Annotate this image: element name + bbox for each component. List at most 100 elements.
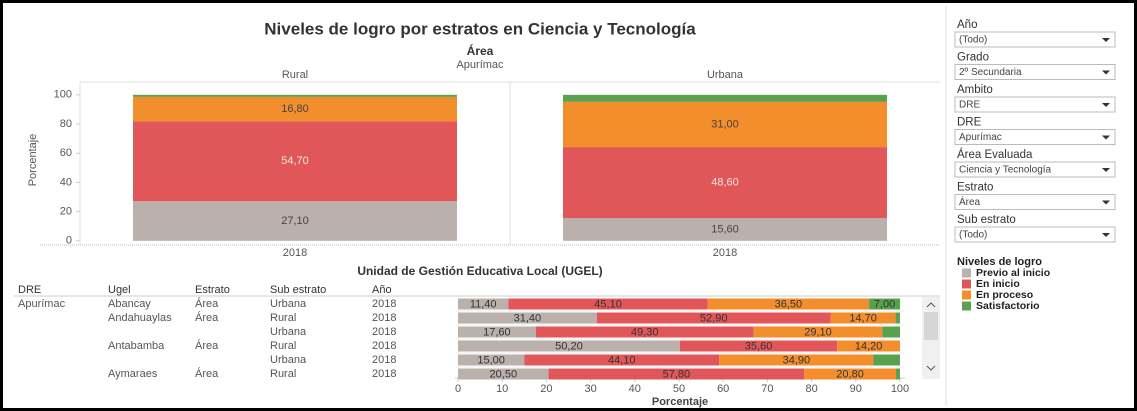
bar-segment	[133, 96, 457, 122]
y-tick-label: 40	[60, 176, 72, 188]
data-label: 27,10	[281, 215, 309, 227]
table-cell: Área	[195, 297, 219, 310]
bar-segment	[548, 368, 805, 380]
filter-value: Apurímac	[959, 132, 1002, 143]
filter-label: DRE	[957, 117, 982, 129]
y-tick-label: 60	[60, 147, 72, 159]
data-label: 31,00	[711, 118, 739, 130]
legend-label: Previo al inicio	[976, 267, 1050, 279]
filter-label: Sub estrato	[957, 214, 1016, 226]
x-tick-label: 20	[540, 383, 552, 395]
filter-dropdown[interactable]	[954, 64, 1116, 80]
data-label: 31,40	[514, 312, 542, 324]
bar-segment	[596, 312, 831, 324]
bar-segment	[563, 94, 887, 102]
bar-segment	[524, 354, 720, 366]
filter-label: Estrato	[957, 182, 993, 194]
table-cell: 2018	[372, 354, 396, 366]
bar-segment	[830, 312, 896, 324]
x-tick-label: 2018	[283, 247, 307, 259]
table-cell: Aymaraes	[108, 368, 158, 380]
x-tick-label: 100	[891, 383, 909, 395]
column-header: Estrato	[195, 284, 230, 296]
y-axis-label: Porcentaje	[27, 134, 39, 187]
bar-segment	[133, 94, 457, 97]
legend-swatch	[962, 268, 971, 278]
bar-segment	[133, 121, 457, 202]
data-label: 14,70	[849, 312, 877, 324]
bar-segment	[458, 368, 549, 380]
legend-swatch	[962, 290, 971, 300]
filter-dropdown[interactable]	[954, 161, 1116, 178]
table-cell: Área	[195, 367, 219, 380]
filter-dropdown[interactable]	[954, 96, 1116, 113]
bar-segment	[804, 368, 897, 380]
scrollbar-thumb[interactable]	[924, 312, 938, 340]
bar-segment	[458, 354, 525, 366]
x-tick-label: 30	[584, 383, 596, 395]
data-label: 17,60	[483, 326, 511, 338]
table-cell: Apurímac	[18, 298, 66, 310]
y-tick-label: 100	[54, 89, 72, 101]
scroll-up[interactable]	[926, 302, 936, 308]
y-tick-label: 0	[66, 235, 72, 247]
x-tick-label: 10	[496, 383, 508, 395]
data-label: 11,40	[470, 298, 497, 310]
filter-dropdown[interactable]	[954, 226, 1116, 243]
x-axis-label: Porcentaje	[652, 396, 708, 408]
x-tick-label: 50	[673, 383, 685, 395]
bar-segment	[563, 101, 887, 148]
table-title: Unidad de Gestión Educativa Local (UGEL)	[357, 264, 602, 278]
table-cell: 2018	[372, 368, 396, 380]
data-label: 57,80	[663, 368, 691, 380]
bar-segment	[895, 312, 900, 324]
filter-value: Ciencia y Tecnología	[959, 165, 1052, 176]
legend-swatch	[962, 279, 971, 289]
dropdown-arrow[interactable]	[1102, 233, 1110, 237]
data-label: 14,20	[855, 340, 883, 352]
bar-segment	[707, 298, 870, 310]
filter-value: (Todo)	[959, 35, 987, 46]
table-cell: Urbana	[270, 298, 307, 310]
x-tick-label: 40	[629, 383, 641, 395]
column-header: Sub estrato	[270, 284, 326, 296]
data-label: 15,00	[477, 354, 505, 366]
facet-subtitle: Apurímac	[456, 59, 504, 71]
column-header: Ugel	[108, 284, 131, 296]
filter-value: DRE	[959, 100, 980, 111]
bar-segment	[869, 298, 900, 310]
bar-segment	[458, 312, 597, 324]
dropdown-arrow[interactable]	[1102, 103, 1110, 107]
filter-dropdown[interactable]	[954, 31, 1116, 48]
bar-segment	[679, 340, 838, 352]
table-cell: Área	[195, 311, 219, 324]
bar-segment	[458, 298, 509, 310]
filter-dropdown[interactable]	[954, 129, 1116, 145]
bar-segment	[458, 326, 536, 338]
bar-segment	[896, 368, 900, 380]
scroll-down[interactable]	[926, 365, 936, 371]
table-cell: Urbana	[270, 326, 307, 338]
dropdown-arrow[interactable]	[1102, 135, 1110, 140]
data-label: 54,70	[281, 155, 309, 167]
filter-value: (Todo)	[959, 230, 987, 241]
dropdown-arrow[interactable]	[1102, 168, 1110, 172]
data-label: 20,80	[836, 368, 864, 380]
legend-label: Satisfactorio	[976, 300, 1040, 312]
data-label: 35,60	[745, 340, 773, 352]
data-label: 20,50	[490, 368, 518, 380]
data-label: 36,50	[775, 298, 803, 310]
facet-title: Área	[467, 43, 494, 58]
dropdown-arrow[interactable]	[1102, 38, 1110, 42]
table-cell: Urbana	[270, 354, 307, 366]
bar-segment	[458, 340, 680, 352]
bar-segment	[719, 354, 874, 366]
data-label: 15,60	[711, 223, 739, 235]
filter-dropdown[interactable]	[954, 194, 1116, 210]
dropdown-arrow[interactable]	[1102, 200, 1110, 205]
filter-label: Ambito	[957, 84, 993, 96]
filter-label: Año	[957, 19, 977, 31]
table-cell: 2018	[372, 326, 396, 338]
dropdown-arrow[interactable]	[1102, 70, 1110, 75]
